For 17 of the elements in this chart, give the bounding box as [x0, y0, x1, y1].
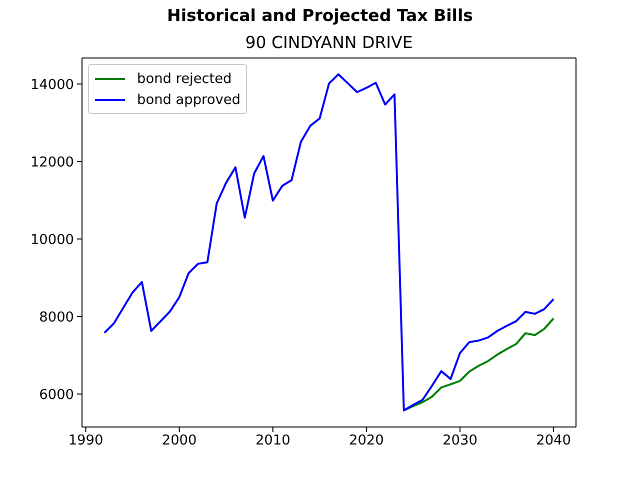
chart-subtitle: 90 CINDYANN DRIVE: [244, 33, 414, 52]
y-tick-label: 8000: [39, 309, 74, 326]
x-tick-label: 2000: [162, 432, 197, 449]
y-tick-label: 10000: [30, 232, 74, 248]
chart-title: Historical and Projected Tax Bills: [166, 6, 474, 25]
x-tick-label: 2040: [536, 432, 571, 449]
y-tick-label: 6000: [39, 386, 74, 403]
legend-label: bond approved: [137, 92, 240, 108]
y-tick-label: 14000: [30, 76, 74, 93]
line-series: [402, 317, 555, 412]
x-tick-label: 1990: [68, 432, 104, 449]
x-tick-label: 2030: [442, 432, 478, 449]
line-series: [103, 73, 555, 412]
x-tick-label: 2020: [349, 432, 384, 449]
y-tick-label: 12000: [30, 154, 74, 170]
x-tick-label: 2010: [255, 432, 290, 449]
legend-label: bond rejected: [137, 70, 232, 86]
